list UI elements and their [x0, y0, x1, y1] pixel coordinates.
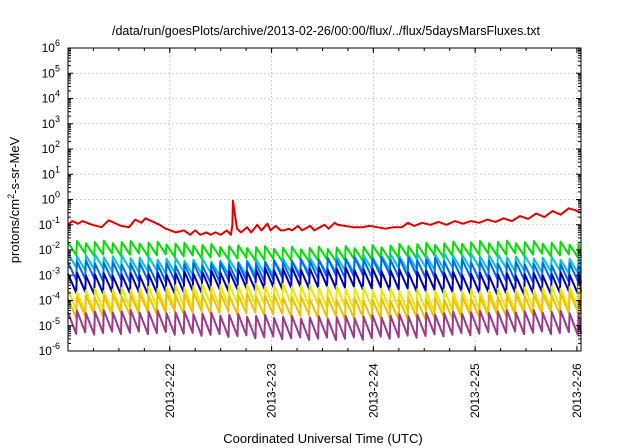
y-tick-label: 100 — [42, 190, 60, 207]
y-tick-label-exp: 5 — [55, 63, 60, 73]
x-tick-label: 2013-2-24 — [366, 363, 380, 418]
y-tick-label: 10-6 — [39, 341, 60, 358]
y-tick-label: 10-5 — [39, 316, 60, 333]
y-tick-label: 106 — [42, 38, 60, 55]
y-tick-label-exp: 3 — [55, 114, 60, 124]
y-tick-label-base: 10 — [39, 218, 53, 232]
x-axis-title: Coordinated Universal Time (UTC) — [223, 431, 422, 446]
y-tick-label: 103 — [42, 114, 60, 131]
y-tick-label-base: 10 — [39, 268, 53, 282]
y-tick-label-base: 10 — [42, 167, 56, 181]
y-tick-label: 104 — [42, 89, 60, 106]
y-axis-title-base: protons/cm — [7, 199, 22, 263]
x-tick-label: 2013-2-23 — [265, 363, 279, 418]
y-tick-label: 10-1 — [39, 215, 60, 232]
y-tick-label-exp: 2 — [55, 139, 60, 149]
y-tick-label-exp: -1 — [52, 215, 60, 225]
x-tick-label: 2013-2-26 — [570, 363, 584, 418]
y-tick-label-base: 10 — [39, 243, 53, 257]
y-axis-title-sup: 2 — [6, 194, 16, 199]
y-tick-label-base: 10 — [42, 66, 56, 80]
x-tick-label: 2013-2-25 — [468, 363, 482, 418]
x-tick-label: 2013-2-22 — [163, 363, 177, 418]
y-tick-label: 101 — [42, 164, 60, 181]
y-tick-label: 105 — [42, 63, 60, 80]
y-tick-label-base: 10 — [42, 193, 56, 207]
y-tick-label-exp: -3 — [52, 265, 60, 275]
chart-title: /data/run/goesPlots/archive/2013-02-26/0… — [112, 24, 541, 38]
y-tick-label: 10-2 — [39, 240, 60, 257]
y-tick-label-exp: -4 — [52, 291, 60, 301]
y-tick-label-base: 10 — [42, 41, 56, 55]
y-tick-label-exp: 4 — [55, 89, 60, 99]
y-tick-label-base: 10 — [42, 142, 56, 156]
y-tick-label-base: 10 — [39, 294, 53, 308]
series-line-8 — [67, 309, 582, 342]
y-tick-label-base: 10 — [39, 319, 53, 333]
y-tick-label-base: 10 — [42, 92, 56, 106]
series-line-2 — [67, 239, 582, 263]
y-tick-label-exp: 6 — [55, 38, 60, 48]
series-layer — [67, 199, 582, 342]
y-tick-label: 10-4 — [39, 291, 60, 308]
y-axis-title: protons/cm2-s-sr-MeV — [6, 136, 22, 263]
y-tick-label-exp: 0 — [55, 190, 60, 200]
y-tick-label-exp: 1 — [55, 164, 60, 174]
y-axis: 10-610-510-410-310-210-11001011021031041… — [39, 38, 581, 358]
y-axis-title-rest: -s-sr-MeV — [7, 136, 22, 193]
y-tick-label: 102 — [42, 139, 60, 156]
y-tick-label-exp: -5 — [52, 316, 60, 326]
series-line-1 — [67, 199, 582, 236]
y-tick-label: 10-3 — [39, 265, 60, 282]
y-tick-label-base: 10 — [39, 344, 53, 358]
x-axis: 2013-2-22 2013-2-23 2013-2-24 2013-2-25 2013… — [67, 48, 584, 418]
y-tick-label-base: 10 — [42, 117, 56, 131]
y-tick-label-exp: -2 — [52, 240, 60, 250]
y-tick-label-exp: -6 — [52, 341, 60, 351]
